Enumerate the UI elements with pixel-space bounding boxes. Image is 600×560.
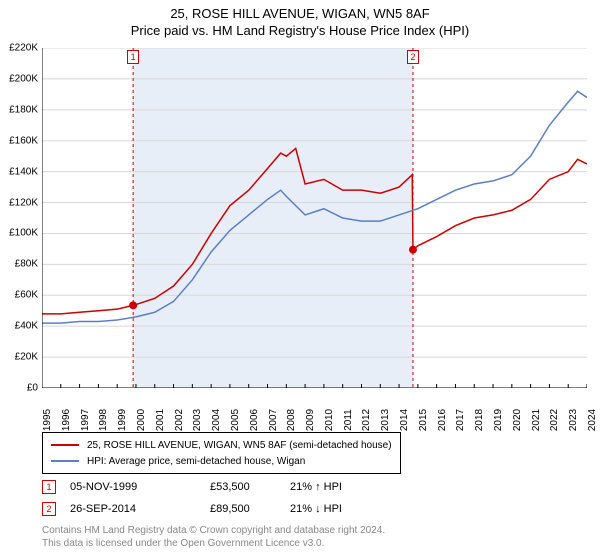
- x-label: 2014: [399, 409, 410, 431]
- x-label: 2001: [155, 409, 166, 431]
- x-label: 2007: [268, 409, 279, 431]
- x-label: 2009: [305, 409, 316, 431]
- x-label: 2011: [343, 409, 354, 431]
- x-label: 1996: [61, 409, 72, 431]
- y-label: £100K: [9, 228, 38, 239]
- y-label: £220K: [9, 43, 38, 54]
- x-label: 2022: [549, 409, 560, 431]
- footer-line2: This data is licensed under the Open Gov…: [42, 537, 385, 550]
- x-label: 1995: [42, 409, 53, 431]
- sale-date-1: 05-NOV-1999: [70, 481, 210, 493]
- x-label: 1997: [80, 409, 91, 431]
- chart-svg: [42, 48, 587, 388]
- x-label: 2023: [568, 409, 579, 431]
- x-label: 2017: [455, 409, 466, 431]
- sale-date-2: 26-SEP-2014: [70, 503, 210, 515]
- y-label: £200K: [9, 73, 38, 84]
- legend-row-property: 25, ROSE HILL AVENUE, WIGAN, WN5 8AF (se…: [51, 437, 392, 453]
- legend-swatch-property: [51, 444, 79, 446]
- y-label: £0: [27, 383, 38, 394]
- y-label: £40K: [15, 321, 38, 332]
- y-label: £60K: [15, 290, 38, 301]
- sale-price-2: £89,500: [210, 503, 290, 515]
- sale-marker-1: 1: [42, 480, 56, 494]
- y-label: £160K: [9, 135, 38, 146]
- sale-row-1: 1 05-NOV-1999 £53,500 21% ↑ HPI: [42, 476, 380, 498]
- x-label: 2013: [380, 409, 391, 431]
- x-label: 2019: [493, 409, 504, 431]
- x-label: 2003: [192, 409, 203, 431]
- x-axis-labels: 1995 1996 1997 1998 1999 2000 2001 2002 2003 2004…: [42, 392, 587, 432]
- x-label: 1999: [117, 409, 128, 431]
- title-line1: 25, ROSE HILL AVENUE, WIGAN, WN5 8AF: [0, 6, 600, 21]
- sale-row-2: 2 26-SEP-2014 £89,500 21% ↓ HPI: [42, 498, 380, 520]
- chart-container: 25, ROSE HILL AVENUE, WIGAN, WN5 8AF Pri…: [0, 0, 600, 560]
- x-label: 2006: [249, 409, 260, 431]
- x-label: 2015: [418, 409, 429, 431]
- x-label: 2008: [286, 409, 297, 431]
- y-label: £180K: [9, 104, 38, 115]
- y-label: £140K: [9, 166, 38, 177]
- y-label: £120K: [9, 197, 38, 208]
- chart-area: 12: [42, 48, 587, 388]
- x-label: 2004: [211, 409, 222, 431]
- y-label: £20K: [15, 352, 38, 363]
- x-label: 1998: [98, 409, 109, 431]
- x-label: 2016: [437, 409, 448, 431]
- y-axis-labels: £0£20K£40K£60K£80K£100K£120K£140K£160K£1…: [0, 48, 40, 388]
- sale-marker-2: 2: [42, 502, 56, 516]
- x-label: 2002: [174, 409, 185, 431]
- sale-hpi-1: 21% ↑ HPI: [290, 481, 380, 493]
- legend-swatch-hpi: [51, 460, 79, 462]
- x-label: 2012: [361, 409, 372, 431]
- x-label: 2020: [512, 409, 523, 431]
- title-block: 25, ROSE HILL AVENUE, WIGAN, WN5 8AF Pri…: [0, 0, 600, 38]
- sale-rows: 1 05-NOV-1999 £53,500 21% ↑ HPI 2 26-SEP…: [42, 476, 380, 520]
- x-label: 2005: [230, 409, 241, 431]
- legend-label-hpi: HPI: Average price, semi-detached house,…: [87, 456, 305, 467]
- footer: Contains HM Land Registry data © Crown c…: [42, 524, 385, 550]
- sale-hpi-2: 21% ↓ HPI: [290, 503, 380, 515]
- x-label: 2018: [474, 409, 485, 431]
- x-label: 2021: [531, 409, 542, 431]
- legend-row-hpi: HPI: Average price, semi-detached house,…: [51, 453, 392, 469]
- legend-label-property: 25, ROSE HILL AVENUE, WIGAN, WN5 8AF (se…: [87, 440, 392, 451]
- title-line2: Price paid vs. HM Land Registry's House …: [0, 23, 600, 38]
- chart-marker-label-1: 1: [127, 50, 139, 64]
- footer-line1: Contains HM Land Registry data © Crown c…: [42, 524, 385, 537]
- legend-box: 25, ROSE HILL AVENUE, WIGAN, WN5 8AF (se…: [42, 432, 401, 474]
- sale-price-1: £53,500: [210, 481, 290, 493]
- y-label: £80K: [15, 259, 38, 270]
- chart-marker-label-2: 2: [407, 50, 419, 64]
- x-label: 2024: [587, 409, 598, 431]
- x-label: 2000: [136, 409, 147, 431]
- x-label: 2010: [324, 409, 335, 431]
